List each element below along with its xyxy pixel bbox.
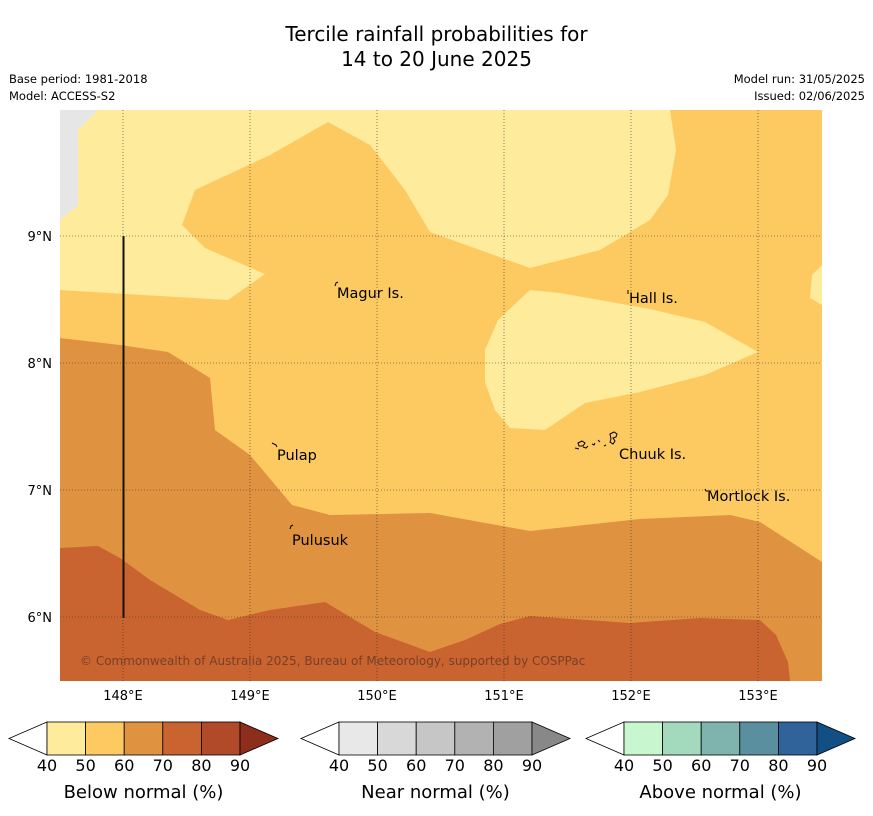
- colorbar-swatch: [200, 721, 241, 756]
- region-60-70: [60, 338, 822, 681]
- map-title: Tercile rainfall probabilities for 14 to…: [0, 22, 873, 72]
- pulusuk-island-shape: [289, 524, 294, 530]
- colorbar-swatch: [415, 721, 456, 756]
- place-label-mortlock: Mortlock Is.: [707, 489, 790, 505]
- colorbar-swatch: [454, 721, 494, 756]
- place-label-chuuk: Chuuk Is.: [619, 447, 686, 463]
- colorbar-extension-low: [299, 721, 340, 756]
- title-line-1: Tercile rainfall probabilities for: [285, 22, 588, 46]
- lon-tick: 149°E: [230, 689, 270, 704]
- colorbar-swatch: [662, 721, 702, 756]
- lat-tick: 6°N: [28, 611, 53, 626]
- colorbar-tick-label: 60: [114, 756, 134, 775]
- lon-tick-labels: 148°E 149°E 150°E 151°E 152°E 153°E: [103, 689, 778, 704]
- mortlock-island-shape: [704, 488, 708, 492]
- colorbar-title: Near normal (%): [361, 782, 510, 803]
- colorbar-tick-label: 80: [768, 756, 788, 775]
- meta-right: Model run: 31/05/2025 Issued: 02/06/2025: [734, 71, 865, 105]
- colorbar-above: 40 50 60 70 80 90 Above normal (%): [584, 721, 857, 803]
- lon-tick: 151°E: [484, 689, 524, 704]
- colorbar-extension-high: [239, 721, 280, 756]
- colorbar-tick-label: 40: [329, 756, 349, 775]
- colorbar-tick-label: 50: [367, 756, 387, 775]
- colorbar-legends: 40 50 60 70 80 90 Below normal (%) 40 50 60 70 80 90…: [7, 721, 857, 803]
- colorbar-tick-label: 70: [153, 756, 173, 775]
- colorbar-tick-label: 40: [37, 756, 57, 775]
- place-label-hall: Hall Is.: [629, 291, 678, 307]
- map-area[interactable]: Magur Is. Hall Is. Pulap Chuuk Is. Mortl…: [60, 110, 822, 681]
- colorbar-swatch: [492, 721, 533, 756]
- colorbar-swatch: [377, 721, 417, 756]
- title-line-2: 14 to 20 June 2025: [341, 47, 532, 71]
- place-label-magur: Magur Is.: [337, 286, 404, 302]
- colorbar-tick-label: 50: [652, 756, 672, 775]
- colorbar-swatch: [85, 721, 125, 756]
- pulap-island-shape: [271, 442, 278, 448]
- colorbar-tick-label: 60: [691, 756, 711, 775]
- magur-island-shape: [334, 281, 339, 287]
- colorbar-swatch: [778, 721, 818, 756]
- colorbar-swatch: [700, 721, 741, 756]
- chuuk-island-shapes: [574, 431, 618, 450]
- colorbar-extension-high: [816, 721, 857, 756]
- model-run: Model run: 31/05/2025: [733, 72, 865, 86]
- colorbar-swatch: [162, 721, 202, 756]
- region-70-80: [60, 546, 790, 681]
- colorbar-tick-label: 50: [75, 756, 95, 775]
- lat-tick: 9°N: [28, 230, 53, 245]
- colorbar-swatch: [338, 721, 378, 756]
- lon-tick: 152°E: [611, 689, 651, 704]
- colorbar-tick-label: 80: [191, 756, 211, 775]
- colorbar-swatch: [123, 721, 164, 756]
- copyright-notice: © Commonwealth of Australia 2025, Bureau…: [80, 654, 585, 668]
- colorbar-extension-high: [531, 721, 572, 756]
- colorbar-swatch: [739, 721, 779, 756]
- meta-left: Base period: 1981-2018 Model: ACCESS-S2: [9, 71, 148, 105]
- colorbar-tick-label: 60: [406, 756, 426, 775]
- region-near-normal: [60, 110, 98, 220]
- base-period: Base period: 1981-2018: [9, 72, 148, 86]
- colorbar-title: Above normal (%): [639, 782, 801, 803]
- lon-tick: 150°E: [357, 689, 397, 704]
- model-name: Model: ACCESS-S2: [9, 89, 116, 103]
- colorbar-swatch: [46, 721, 86, 756]
- lon-tick: 153°E: [738, 689, 778, 704]
- colorbar-below: 40 50 60 70 80 90 Below normal (%): [7, 721, 280, 803]
- region-40-50-edge: [810, 265, 822, 305]
- colorbar-title: Below normal (%): [64, 782, 224, 803]
- island-outlines: [271, 281, 708, 530]
- issued-date: Issued: 02/06/2025: [754, 89, 865, 103]
- gridlines: [60, 110, 822, 681]
- colorbar-swatch: [623, 721, 663, 756]
- colorbar-extension-low: [584, 721, 625, 756]
- lat-tick: 8°N: [28, 357, 53, 372]
- place-label-pulusuk: Pulusuk: [292, 533, 349, 549]
- colorbar-tick-label: 90: [522, 756, 542, 775]
- colorbar-near: 40 50 60 70 80 90 Near normal (%): [299, 721, 572, 803]
- colorbar-tick-label: 40: [614, 756, 634, 775]
- colorbar-extension-low: [7, 721, 48, 756]
- lon-tick: 148°E: [103, 689, 143, 704]
- region-40-50-east: [485, 290, 758, 430]
- lat-tick-labels: 9°N 8°N 7°N 6°N: [28, 230, 53, 626]
- place-label-pulap: Pulap: [277, 448, 317, 464]
- colorbar-tick-label: 70: [730, 756, 750, 775]
- region-40-50-north: [60, 110, 676, 300]
- colorbar-tick-label: 70: [445, 756, 465, 775]
- colorbar-tick-label: 90: [807, 756, 827, 775]
- colorbar-tick-label: 80: [483, 756, 503, 775]
- colorbar-tick-label: 90: [230, 756, 250, 775]
- lat-tick: 7°N: [28, 484, 53, 499]
